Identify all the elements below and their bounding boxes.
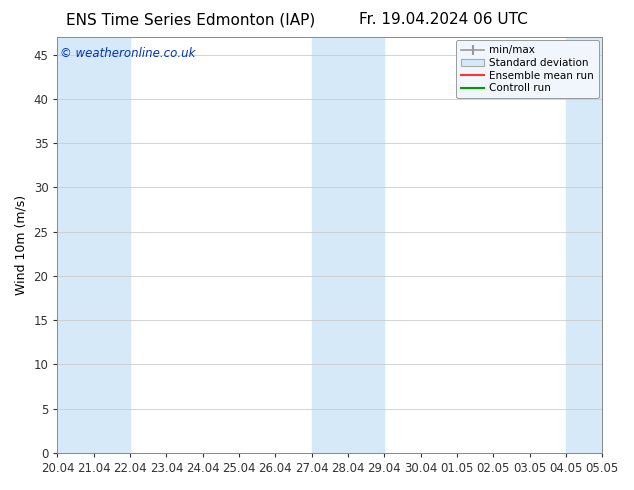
Legend: min/max, Standard deviation, Ensemble mean run, Controll run: min/max, Standard deviation, Ensemble me… [456, 40, 599, 98]
Y-axis label: Wind 10m (m/s): Wind 10m (m/s) [15, 195, 28, 295]
Bar [566, 37, 634, 453]
Text: ENS Time Series Edmonton (IAP): ENS Time Series Edmonton (IAP) [65, 12, 315, 27]
Bar [312, 37, 384, 453]
Bar [58, 37, 130, 453]
Text: © weatheronline.co.uk: © weatheronline.co.uk [60, 48, 195, 60]
Text: Fr. 19.04.2024 06 UTC: Fr. 19.04.2024 06 UTC [359, 12, 528, 27]
